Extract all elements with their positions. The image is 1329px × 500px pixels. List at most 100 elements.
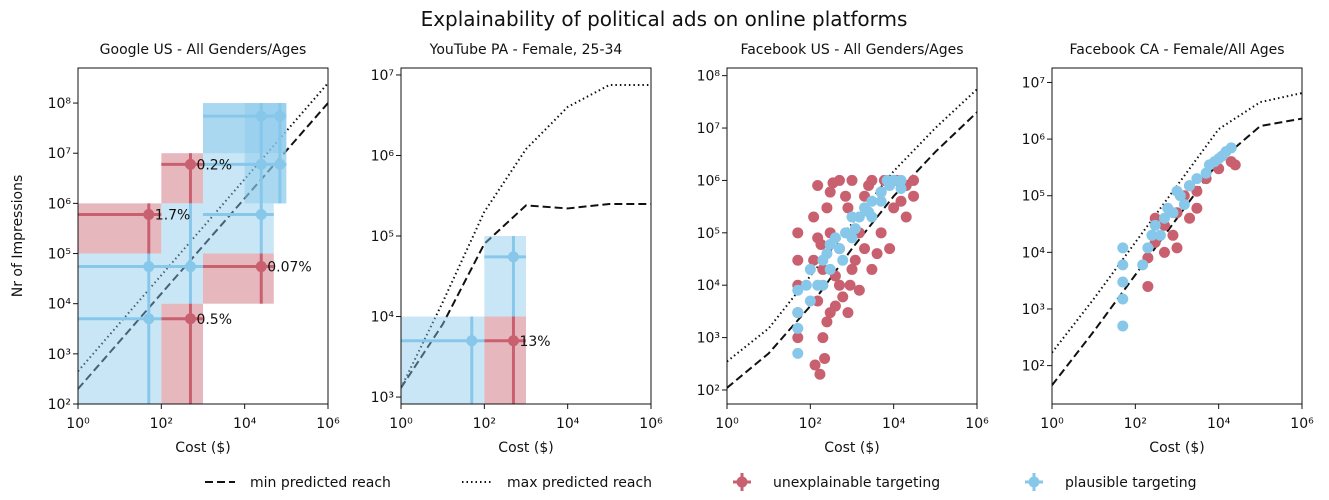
- point: [875, 186, 887, 198]
- point: [829, 232, 841, 244]
- legend-label: max predicted reach: [507, 475, 652, 491]
- point: [1149, 219, 1161, 231]
- point: [1146, 229, 1158, 241]
- point: [143, 261, 155, 273]
- point: [1174, 190, 1186, 202]
- x-axis-label: Cost ($): [175, 440, 230, 456]
- reach-line: [401, 202, 651, 389]
- range-box: [203, 253, 274, 304]
- legend-label: min predicted reach: [250, 475, 391, 491]
- x-tick-label: 10⁴: [1207, 416, 1231, 432]
- point: [1158, 212, 1170, 224]
- point: [1167, 207, 1179, 219]
- y-tick-label: 10⁶: [48, 196, 72, 212]
- point: [875, 195, 887, 207]
- legend-marker: [736, 476, 748, 488]
- point: [895, 195, 907, 207]
- point: [829, 300, 841, 312]
- x-axis-label: Cost ($): [498, 440, 553, 456]
- point: [817, 279, 829, 291]
- y-tick-label: 10⁴: [371, 310, 395, 326]
- point: [849, 223, 861, 235]
- point: [875, 227, 887, 239]
- annotation: 0.2%: [196, 157, 232, 173]
- y-tick-label: 10⁸: [697, 69, 721, 85]
- plot-area: [401, 84, 651, 404]
- annotation: 13%: [519, 334, 550, 350]
- point: [895, 174, 907, 186]
- point: [792, 322, 804, 334]
- annotation: 0.07%: [267, 260, 311, 276]
- point: [507, 335, 519, 347]
- point: [815, 238, 827, 250]
- range-box: [161, 303, 203, 404]
- annotation: 0.5%: [196, 312, 232, 328]
- axes-frame: [1051, 67, 1303, 405]
- point: [900, 211, 912, 223]
- legend-marker: [1028, 476, 1040, 488]
- figure-title: Explainability of political ads on onlin…: [421, 7, 908, 31]
- y-tick-label: 10⁶: [697, 173, 721, 189]
- axes-frame: [726, 67, 978, 405]
- x-tick-label: 10⁶: [316, 416, 340, 432]
- point: [1154, 229, 1166, 241]
- plot-area: [78, 82, 328, 404]
- x-tick-label: 10⁴: [233, 416, 257, 432]
- y-tick-label: 10⁶: [1022, 132, 1046, 148]
- point: [1178, 198, 1190, 210]
- point: [143, 313, 155, 325]
- axes-frame: [400, 67, 652, 405]
- x-tick-label: 10⁶: [965, 416, 989, 432]
- x-tick-label: 10⁰: [1040, 416, 1064, 432]
- x-tick-label: 10²: [799, 416, 822, 432]
- y-tick-label: 10⁵: [371, 229, 394, 245]
- legend-label: plausible targeting: [1065, 475, 1196, 491]
- annotation: 1.7%: [155, 207, 191, 223]
- point: [821, 202, 833, 214]
- subplot-title: Google US - All Genders/Ages: [100, 42, 307, 58]
- point: [804, 263, 816, 275]
- reach-line: [401, 84, 651, 389]
- point: [507, 251, 519, 263]
- range-box: [484, 316, 526, 404]
- y-tick-label: 10²: [1022, 359, 1045, 375]
- point: [809, 359, 821, 371]
- x-tick-label: 10⁰: [66, 416, 90, 432]
- x-tick-label: 10⁶: [639, 416, 663, 432]
- range-box: [161, 153, 203, 204]
- point: [1158, 246, 1170, 258]
- reach-line: [78, 82, 328, 372]
- plot-area: [1052, 92, 1302, 386]
- range-box: [203, 103, 287, 204]
- point: [824, 186, 836, 198]
- x-tick-label: 10⁰: [715, 416, 739, 432]
- range-box: [484, 236, 526, 317]
- point: [871, 248, 883, 260]
- point: [808, 211, 820, 223]
- point: [466, 335, 478, 347]
- y-tick-label: 10²: [697, 383, 720, 399]
- y-tick-label: 10⁴: [48, 297, 72, 313]
- point: [817, 332, 829, 344]
- point: [808, 254, 820, 266]
- point: [274, 110, 286, 122]
- point: [792, 227, 804, 239]
- point: [1200, 167, 1212, 179]
- point: [846, 232, 858, 244]
- point: [824, 263, 836, 275]
- point: [821, 248, 833, 260]
- y-tick-label: 10³: [371, 390, 394, 406]
- point: [1191, 202, 1203, 214]
- point: [846, 263, 858, 275]
- point: [255, 261, 267, 273]
- point: [837, 291, 849, 303]
- point: [1191, 173, 1203, 185]
- point: [819, 352, 831, 364]
- point: [853, 211, 865, 223]
- x-tick-label: 10²: [150, 416, 173, 432]
- point: [792, 347, 804, 359]
- subplot-title: Facebook US - All Genders/Ages: [740, 42, 963, 58]
- y-tick-label: 10³: [48, 347, 71, 363]
- point: [842, 307, 854, 319]
- point: [833, 243, 845, 255]
